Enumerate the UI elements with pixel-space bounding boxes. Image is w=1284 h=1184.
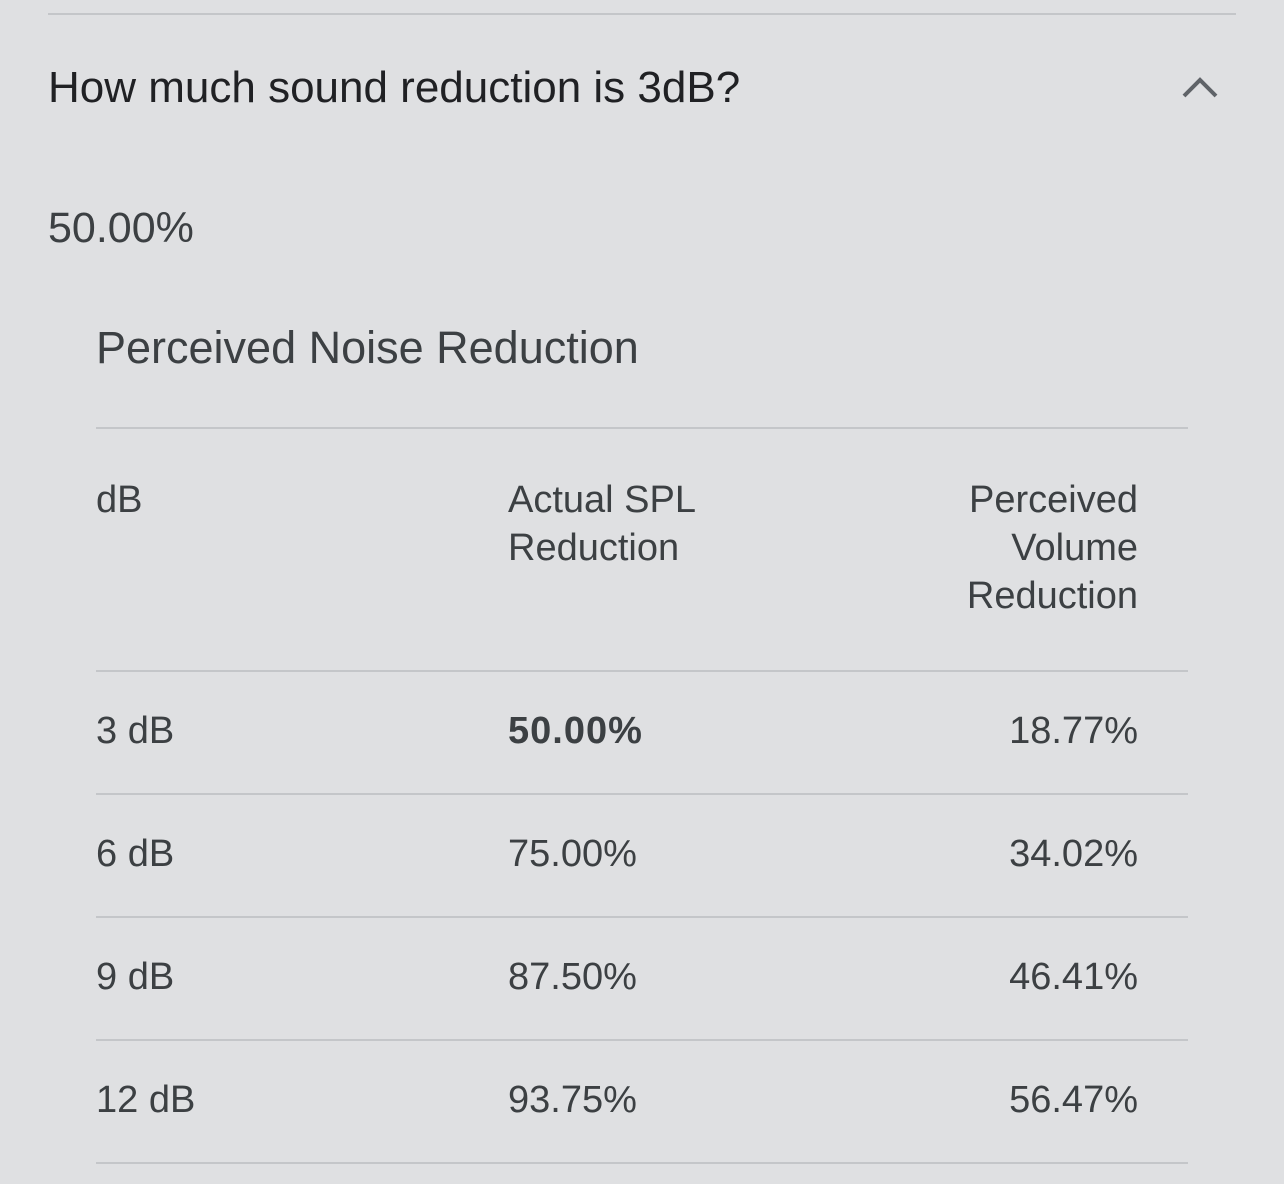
table-rule	[96, 1162, 1188, 1164]
collapse-chevron[interactable]	[1180, 74, 1220, 102]
table-cell: 9 dB	[96, 956, 175, 998]
header-cell: Actual SPL Reduction	[508, 479, 695, 569]
table-cell: 12 dB	[96, 1079, 196, 1121]
table-rule	[96, 916, 1188, 918]
table-cell: 6 dB	[96, 833, 175, 875]
table-cell: 87.50%	[508, 956, 637, 998]
question[interactable]: How much sound reduction is 3dB?	[48, 63, 741, 112]
table-cell: 18.77%	[1009, 710, 1138, 752]
answer: 50.00%	[48, 204, 194, 252]
table-cell: 93.75%	[508, 1079, 637, 1121]
header-cell: dB	[96, 479, 143, 521]
table-cell: 46.41%	[1009, 956, 1138, 998]
chevron-icon	[1182, 77, 1218, 98]
table-rule	[96, 427, 1188, 429]
table-rule	[96, 670, 1188, 672]
table-cell: 56.47%	[1009, 1079, 1138, 1121]
table-cell: 50.00%	[508, 710, 643, 752]
table-cell: 34.02%	[1009, 833, 1138, 875]
table-rule	[96, 793, 1188, 795]
table-title: Perceived Noise Reduction	[96, 322, 639, 373]
header-cell: Perceived Volume Reduction	[966, 479, 1138, 617]
divider	[48, 13, 1236, 15]
table-cell: 3 dB	[96, 710, 175, 752]
table-cell: 75.00%	[508, 833, 637, 875]
table-rule	[96, 1039, 1188, 1041]
